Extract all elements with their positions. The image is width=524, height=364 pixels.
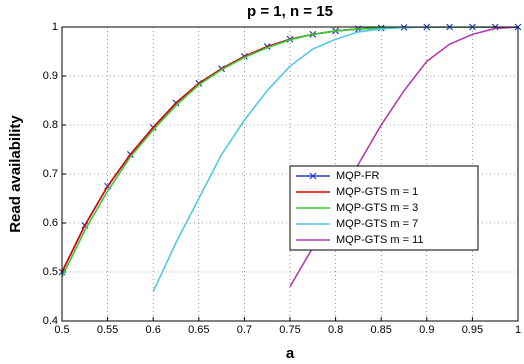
legend-label: MQP-FR [336,170,379,182]
x-axis-label: a [286,345,295,362]
x-tick-label: 0.8 [328,324,343,336]
legend: MQP-FR MQP-GTS m = 1 MQP-GTS m = 3 MQP-GTS … [289,165,479,251]
legend-label: MQP-GTS m = 11 [336,234,424,246]
legend-label: MQP-GTS m = 1 [336,186,418,198]
x-tick-label: 0.9 [419,324,434,336]
x-tick-label: 0.75 [279,324,300,336]
legend-label: MQP-GTS m = 7 [336,218,418,230]
y-tick-label: 0.4 [43,315,58,327]
y-tick-label: 0.7 [43,168,58,180]
x-tick-label: 0.95 [462,324,483,336]
plot-frame [61,26,519,322]
x-tick-label: 0.65 [188,324,209,336]
x-tick-label: 0.6 [146,324,161,336]
x-tick-label: 0.85 [370,324,391,336]
x-tick-label: 0.5 [54,324,69,336]
y-tick-label: 0.9 [43,70,58,82]
x-tick-label: 0.55 [97,324,118,336]
legend-marker [309,172,317,180]
x-tick-label: 1 [515,324,521,336]
y-tick-label: 1 [52,21,58,33]
y-tick-label: 0.8 [43,119,58,131]
y-axis-label: Read availability [7,115,24,233]
legend-label: MQP-GTS m = 3 [336,202,418,214]
x-tick-label: 0.7 [237,324,252,336]
series-line [152,27,518,292]
series-line [62,27,518,278]
chart-title: p = 1, n = 15 [247,3,333,20]
y-tick-label: 0.6 [43,217,58,229]
y-tick-label: 0.5 [43,266,58,278]
